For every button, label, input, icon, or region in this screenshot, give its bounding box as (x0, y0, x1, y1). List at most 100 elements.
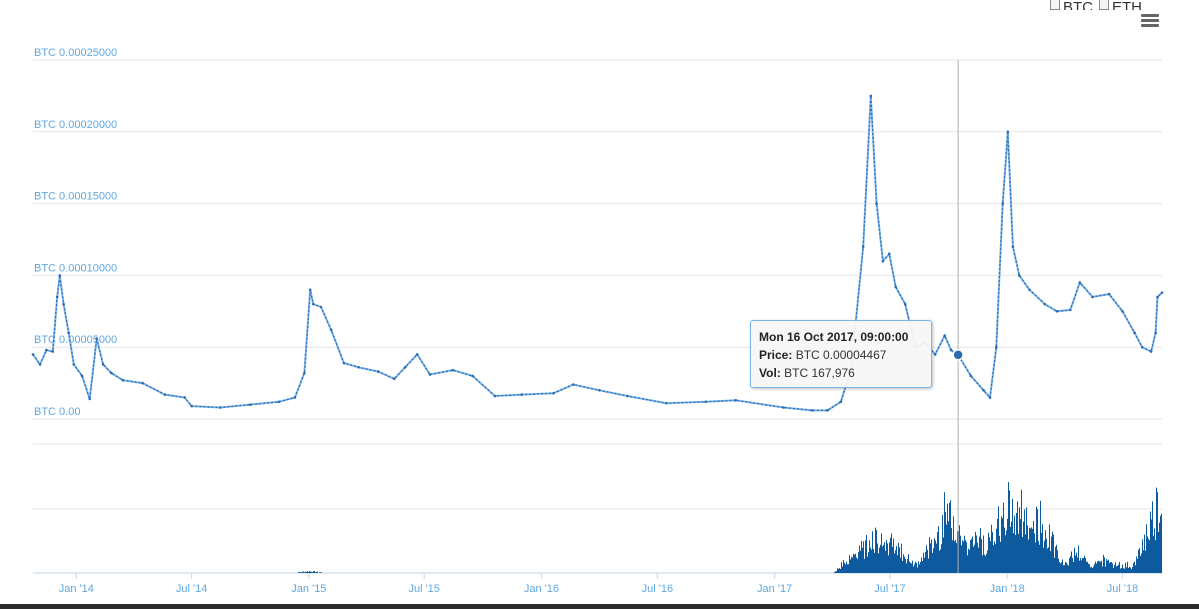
price-point (949, 348, 953, 352)
volume-bar (919, 564, 920, 573)
volume-bar (303, 571, 304, 573)
volume-bar (307, 571, 308, 573)
volume-bar (1099, 561, 1100, 573)
eth-checkbox[interactable] (1099, 0, 1109, 10)
price-point (190, 404, 193, 408)
volume-bar (1087, 561, 1088, 573)
volume-bar (1021, 489, 1022, 573)
volume-bar (1084, 555, 1085, 573)
volume-bar (952, 540, 953, 573)
volume-bar (944, 492, 945, 573)
volume-bar (1043, 547, 1044, 573)
price-point (303, 371, 306, 375)
volume-bar (1159, 522, 1160, 573)
price-point (293, 396, 297, 399)
volume-bar (864, 558, 865, 573)
y-tick-label: BTC 0.00020000 (34, 119, 117, 131)
volume-bar (848, 564, 849, 573)
y-axis-labels: BTC 0.00025000 BTC 0.00020000 BTC 0.000150… (34, 47, 117, 418)
volume-bar (1035, 542, 1036, 573)
volume-bar (856, 557, 857, 573)
y-tick-label: BTC 0.00025000 (34, 47, 117, 59)
volume-bar (1040, 500, 1041, 573)
price-point (277, 400, 281, 404)
volume-bar (937, 532, 938, 573)
price-point (493, 394, 497, 398)
volume-bar (1098, 560, 1099, 573)
price-point (1055, 310, 1059, 313)
toggle-eth[interactable]: ETH (1099, 0, 1142, 10)
volume-bar (938, 526, 939, 573)
volume-bar (858, 552, 859, 573)
btc-checkbox[interactable] (1050, 0, 1060, 10)
price-point (392, 377, 396, 381)
volume-bar (879, 547, 880, 573)
price-point (1078, 281, 1082, 284)
volume-bar (989, 537, 990, 573)
volume-bar (1027, 525, 1028, 573)
price-point (31, 353, 35, 356)
volume-bar (1121, 567, 1122, 573)
volume-bar (1118, 564, 1119, 573)
volume-bar (975, 531, 976, 573)
volume-bar (1091, 566, 1092, 573)
volume-bar (1071, 551, 1072, 573)
volume-bar (1036, 506, 1037, 573)
volume-bar (1075, 555, 1076, 573)
volume-bar (1059, 562, 1060, 573)
price-point (451, 368, 455, 372)
price-point (62, 302, 65, 306)
volume-bar (1032, 528, 1033, 573)
volume-bar (988, 532, 989, 573)
volume-bar (898, 542, 899, 573)
price-point (1156, 295, 1159, 299)
price-point (357, 366, 360, 369)
volume-bar (1073, 562, 1074, 573)
volume-bar (1050, 551, 1051, 573)
volume-bar (950, 500, 951, 573)
toggle-btc[interactable]: BTC (1050, 0, 1093, 10)
volume-bar (887, 543, 888, 573)
volume-bar (311, 571, 312, 573)
x-tick-label: Jul '17 (874, 583, 905, 595)
volume-bar (1009, 490, 1010, 573)
volume-bar (1029, 527, 1030, 573)
volume-bar (899, 547, 900, 573)
volume-bar (305, 571, 306, 573)
volume-bar (320, 572, 321, 573)
volume-bar (925, 552, 926, 573)
tooltip-price-value: BTC 0.00004467 (795, 348, 887, 362)
price-point (1149, 350, 1153, 353)
volume-bar (904, 556, 905, 573)
volume-bar (308, 571, 309, 573)
volume-bar (1161, 513, 1162, 573)
volume-bar (1095, 561, 1096, 573)
volume-bar (1112, 563, 1113, 573)
volume-bar (861, 540, 862, 573)
price-line-markers (32, 95, 1163, 411)
volume-bar (1038, 540, 1039, 573)
volume-bar (1054, 557, 1055, 573)
volume-bar (900, 557, 901, 573)
volume-bar (1096, 563, 1097, 573)
volume-bar (916, 562, 917, 573)
volume-bar (314, 571, 315, 573)
price-point (1017, 274, 1021, 277)
volume-bar (931, 539, 932, 573)
volume-bar (1145, 550, 1146, 573)
price-point (888, 252, 891, 256)
price-point (1043, 302, 1047, 306)
volume-bar (1111, 562, 1112, 573)
volume-bar (298, 572, 299, 573)
price-point (121, 378, 125, 382)
price-point (38, 363, 42, 366)
hamburger-menu-icon[interactable] (1141, 14, 1159, 28)
x-tick-label: Jul '18 (1107, 583, 1138, 595)
volume-bar (871, 549, 872, 573)
price-point (1140, 345, 1144, 349)
volume-bar (1024, 509, 1025, 573)
price-point (875, 202, 878, 205)
volume-bar (317, 571, 318, 573)
volume-bar (1022, 536, 1023, 573)
